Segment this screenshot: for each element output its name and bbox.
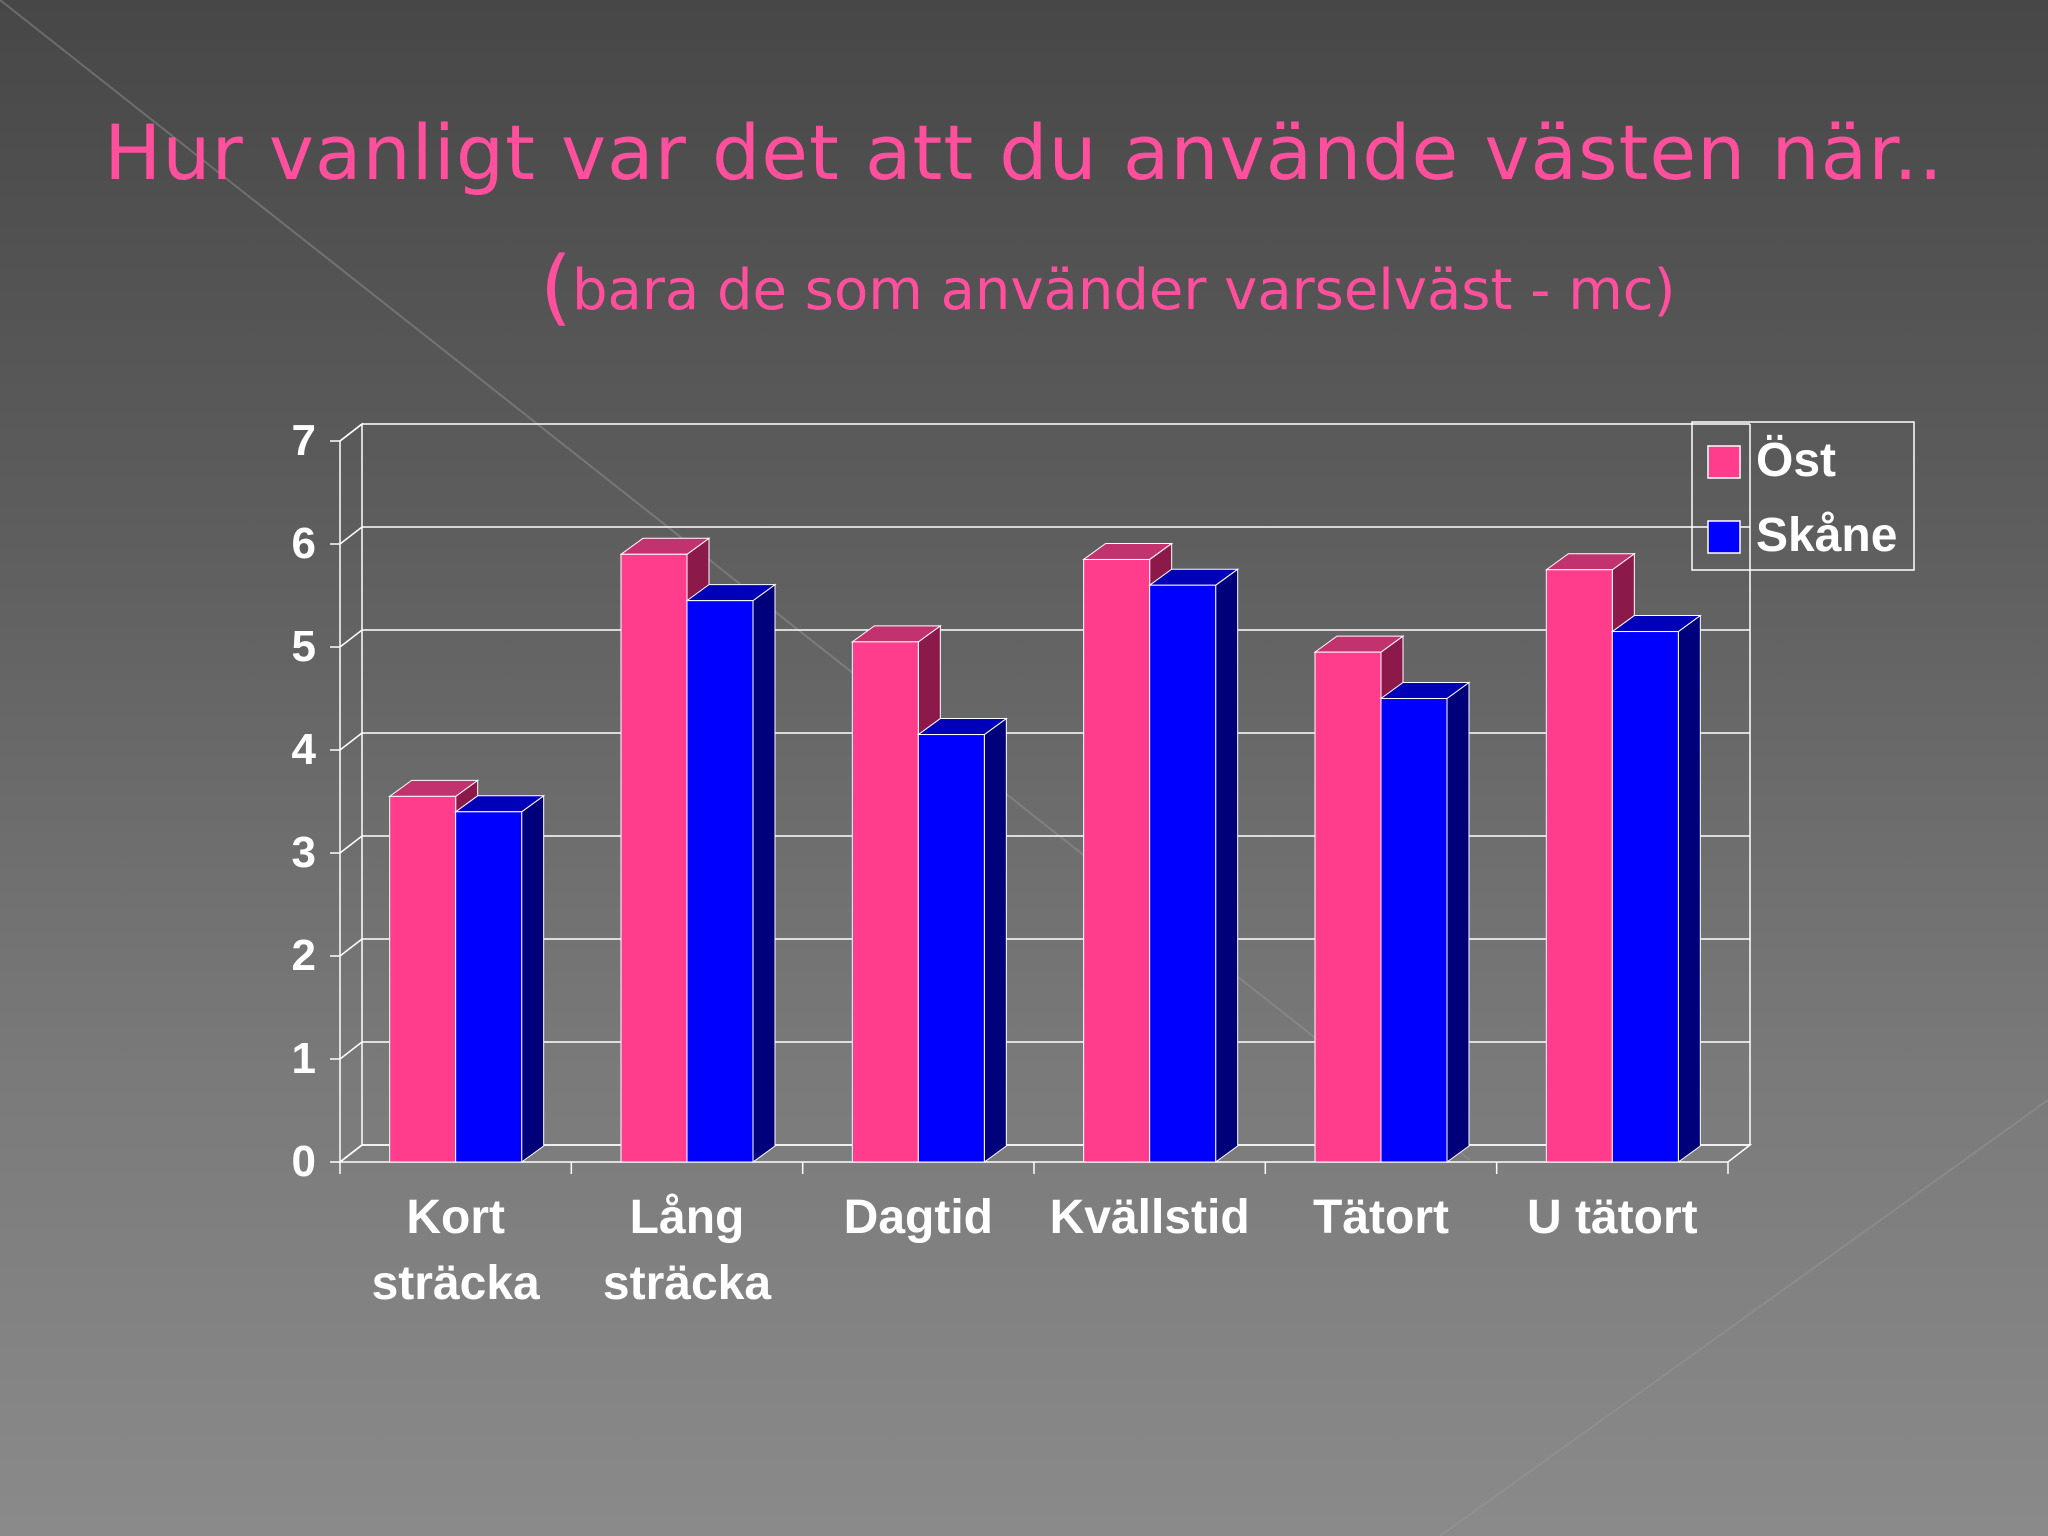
bar-front-face — [851, 641, 919, 1163]
slide-subtitle: (bara de som använder varselväst - mc) — [540, 240, 1675, 335]
bar-front-face — [620, 553, 688, 1163]
y-tick-label: 7 — [292, 416, 316, 465]
slide-title: Hur vanligt var det att du använde väste… — [104, 108, 1944, 197]
x-category-label: U tätort — [1527, 1191, 1698, 1244]
y-tick-label: 3 — [292, 828, 316, 877]
x-category-label: sträcka — [372, 1257, 540, 1310]
legend-label: Öst — [1756, 434, 1836, 487]
y-tick-label: 1 — [292, 1034, 316, 1083]
bar-front-face — [1611, 631, 1679, 1163]
bar-side-face — [983, 717, 1007, 1163]
side-gridline — [339, 1041, 363, 1060]
bar-front-face — [917, 734, 985, 1163]
bar-front-face — [1545, 569, 1613, 1163]
legend: Öst Skåne — [1691, 421, 1915, 571]
x-category-label: Tätort — [1313, 1191, 1449, 1244]
legend-swatch — [1707, 445, 1741, 479]
bar-skane — [454, 794, 546, 1163]
bar-side-face — [1215, 568, 1239, 1163]
bar-side-face — [752, 583, 776, 1163]
x-category-label: Kort — [406, 1191, 505, 1244]
bar-front-face — [1083, 558, 1151, 1163]
x-category-label: Dagtid — [844, 1191, 993, 1244]
side-gridline — [339, 526, 363, 545]
bar-skane — [685, 583, 777, 1163]
side-gridline — [339, 835, 363, 854]
bar-front-face — [686, 600, 754, 1163]
bar-front-face — [1149, 584, 1217, 1163]
y-tick-label: 2 — [292, 931, 316, 980]
side-gridline — [339, 732, 363, 751]
x-category-label: Kvällstid — [1050, 1191, 1250, 1244]
x-category-label: sträcka — [603, 1257, 771, 1310]
bar-front-face — [455, 811, 523, 1163]
bars-group — [388, 537, 1702, 1163]
y-tick-label: 4 — [292, 725, 317, 774]
subtitle-open-paren: ( — [540, 240, 572, 335]
y-tick-label: 5 — [292, 622, 316, 671]
side-gridline — [339, 938, 363, 957]
bar-skane — [1148, 568, 1240, 1163]
x-category-label: Lång — [630, 1191, 745, 1244]
bar-side-face — [1446, 681, 1470, 1163]
bar-front-face — [389, 795, 457, 1163]
bar-skane — [1379, 681, 1471, 1163]
bar-front-face — [1314, 651, 1382, 1163]
legend-label: Skåne — [1756, 509, 1897, 562]
bar-skane — [916, 717, 1008, 1163]
bar-front-face — [1380, 698, 1448, 1163]
bar-skane — [1610, 614, 1702, 1163]
legend-swatch — [1707, 520, 1741, 554]
legend-box — [1691, 421, 1915, 571]
bar-side-face — [521, 794, 545, 1163]
bar-side-face — [1677, 614, 1701, 1163]
y-tick-label: 0 — [292, 1137, 316, 1186]
chart-floor — [337, 1144, 1753, 1163]
y-tick-label: 6 — [292, 519, 316, 568]
side-gridline — [339, 629, 363, 648]
subtitle-text: bara de som använder varselväst - mc) — [572, 258, 1676, 323]
side-gridline — [339, 423, 363, 442]
